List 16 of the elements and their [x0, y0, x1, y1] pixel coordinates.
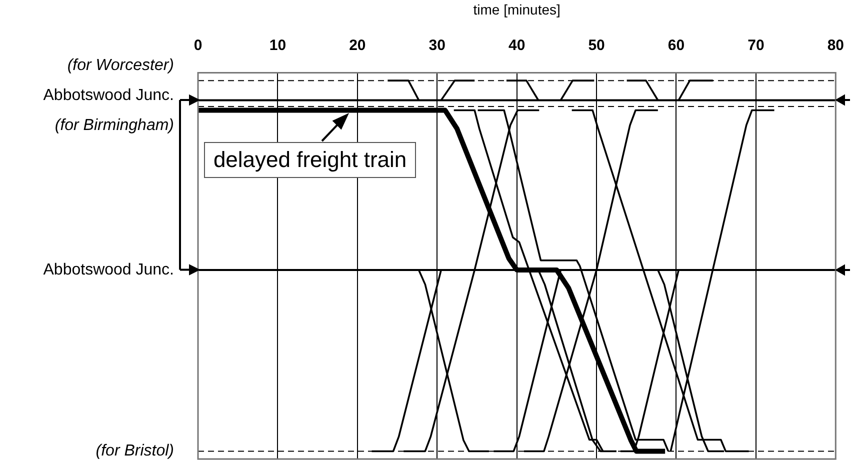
x-axis-title: time [minutes]: [473, 1, 560, 18]
x-tick-label: 30: [428, 36, 446, 54]
x-tick-label: 20: [349, 36, 366, 54]
ref-line-label: Abbotswood Junc.: [43, 87, 174, 104]
x-tick-label: 10: [269, 36, 286, 54]
ref-line-label: (for Worcester): [67, 57, 174, 74]
x-tick-label: 80: [827, 36, 844, 54]
ref-line-label: (for Birmingham): [54, 117, 174, 134]
x-tick-label: 50: [588, 36, 605, 54]
x-tick-label: 70: [748, 36, 764, 54]
annotation: delayed freight train: [204, 142, 416, 178]
ref-line-label: Abbotswood Junc.: [43, 261, 174, 278]
x-tick-label: 0: [194, 36, 202, 54]
x-tick-label: 60: [668, 36, 685, 54]
ref-line-label: (for Bristol): [96, 442, 174, 460]
x-tick-label: 40: [508, 36, 526, 54]
